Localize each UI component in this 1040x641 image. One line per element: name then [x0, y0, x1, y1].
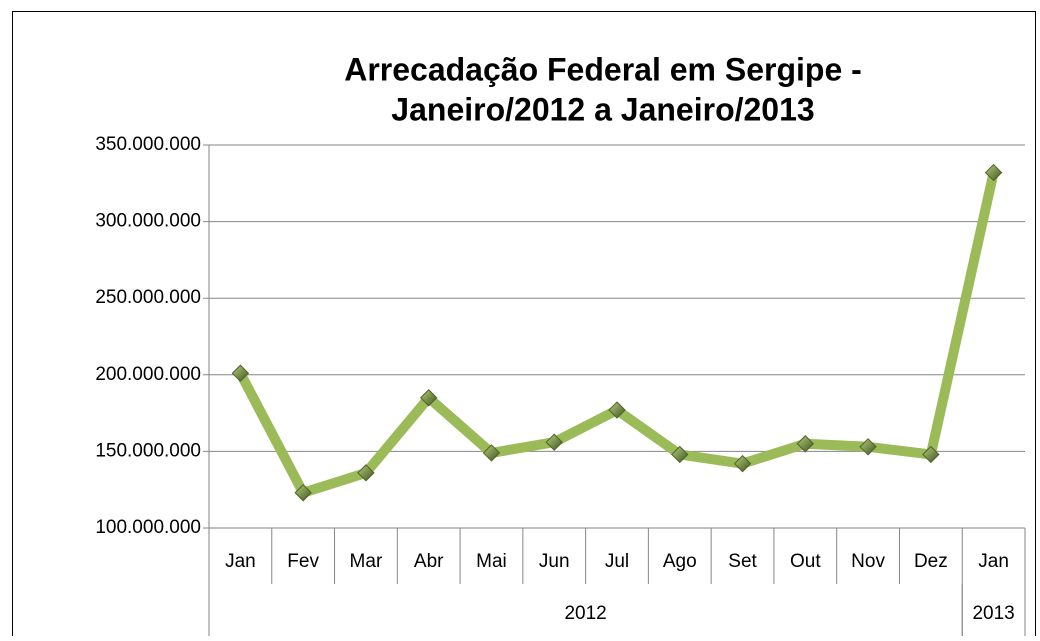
x-tick-label: Fev [287, 551, 319, 572]
x-tick-label: Ago [663, 551, 697, 572]
x-tick-label: Jan [225, 551, 256, 572]
x-tick-label: Mar [350, 551, 383, 572]
point-marker [357, 464, 375, 482]
point-marker [922, 445, 940, 464]
x-tick-label: Jun [539, 551, 570, 572]
y-tick-label: 200.000.000 [95, 364, 201, 385]
x-tick-label: Mai [476, 551, 507, 572]
y-tick-label: 250.000.000 [95, 287, 201, 308]
group-label: 2012 [564, 603, 606, 624]
chart-border [12, 11, 1036, 636]
point-marker [545, 433, 563, 451]
point-marker [419, 389, 438, 407]
x-tick-label: Out [790, 551, 821, 572]
y-tick-label: 150.000.000 [95, 440, 201, 461]
y-tick-label: 100.000.000 [95, 517, 201, 538]
x-tick-label: Jan [978, 551, 1009, 572]
x-tick-label: Nov [851, 551, 885, 572]
y-tick-label: 350.000.000 [95, 134, 201, 155]
x-tick-label: Set [728, 551, 757, 572]
point-marker [294, 484, 312, 502]
point-marker [796, 435, 815, 453]
point-marker [231, 364, 250, 382]
point-marker [859, 438, 877, 456]
x-tick-label: Dez [914, 551, 948, 572]
y-tick-label: 300.000.000 [95, 211, 201, 232]
x-tick-label: Abr [414, 551, 444, 572]
point-marker [671, 445, 689, 464]
point-marker [984, 163, 1003, 182]
point-marker [482, 444, 501, 462]
chart-title: Arrecadação Federal em Sergipe - [344, 51, 862, 87]
chart-subtitle: Janeiro/2012 a Janeiro/2013 [391, 91, 814, 127]
point-marker [608, 401, 626, 419]
group-label: 2013 [972, 603, 1014, 624]
series-line [235, 171, 999, 498]
x-tick-label: Jul [605, 551, 629, 572]
point-marker [733, 454, 752, 473]
